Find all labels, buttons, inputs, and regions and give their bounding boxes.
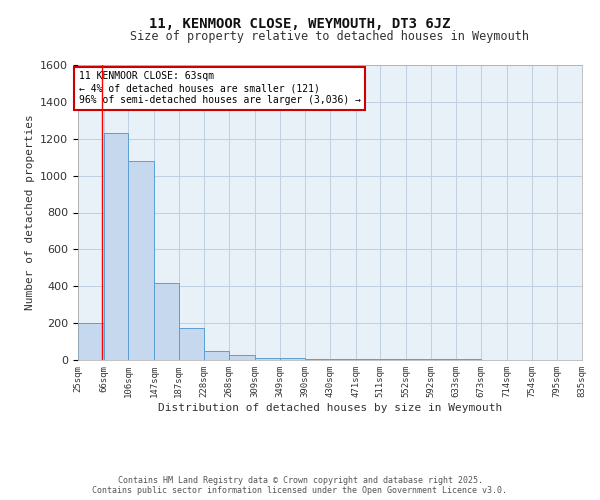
- Bar: [305, 358, 330, 360]
- Text: 11 KENMOOR CLOSE: 63sqm
← 4% of detached houses are smaller (121)
96% of semi-de: 11 KENMOOR CLOSE: 63sqm ← 4% of detached…: [79, 72, 361, 104]
- Title: Size of property relative to detached houses in Weymouth: Size of property relative to detached ho…: [131, 30, 530, 43]
- Bar: [380, 359, 406, 360]
- Bar: [78, 323, 104, 360]
- Bar: [154, 284, 179, 360]
- Bar: [179, 328, 205, 360]
- Bar: [255, 358, 280, 360]
- Bar: [356, 359, 380, 360]
- Bar: [205, 351, 229, 360]
- Bar: [128, 161, 154, 360]
- Bar: [104, 133, 128, 360]
- X-axis label: Distribution of detached houses by size in Weymouth: Distribution of detached houses by size …: [158, 402, 502, 412]
- Bar: [229, 356, 255, 360]
- Text: 11, KENMOOR CLOSE, WEYMOUTH, DT3 6JZ: 11, KENMOOR CLOSE, WEYMOUTH, DT3 6JZ: [149, 18, 451, 32]
- Text: Contains HM Land Registry data © Crown copyright and database right 2025.
Contai: Contains HM Land Registry data © Crown c…: [92, 476, 508, 495]
- Y-axis label: Number of detached properties: Number of detached properties: [25, 114, 35, 310]
- Bar: [280, 358, 305, 360]
- Bar: [330, 359, 356, 360]
